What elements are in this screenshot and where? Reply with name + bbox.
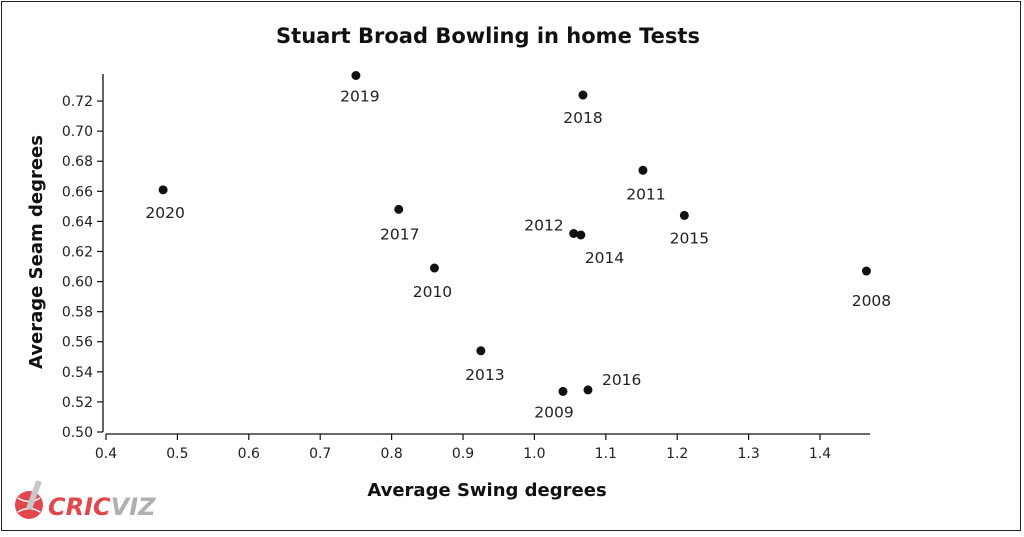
data-point [394, 204, 404, 214]
data-point-label: 2018 [563, 109, 602, 127]
x-tick-label: 0.9 [452, 446, 474, 462]
data-point [476, 346, 486, 356]
x-tick-label: 0.8 [380, 446, 402, 462]
x-tick-label: 1.4 [809, 446, 831, 462]
data-point [429, 263, 439, 273]
ball-bat-icon [15, 480, 43, 519]
data-point [351, 71, 361, 81]
data-point [583, 385, 593, 395]
x-axis-ticks: 0.4 0.5 0.6 0.7 0.8 0.9 1.0 1.1 1.2 1.3 1.4 [95, 434, 831, 462]
y-tick-label: 0.52 [62, 395, 93, 411]
data-point-label: 2008 [852, 292, 891, 310]
data-point [679, 210, 689, 220]
x-tick-label: 1.3 [737, 446, 759, 462]
svg-text:CRICVIZ: CRICVIZ [48, 493, 156, 521]
y-tick-label: 0.58 [62, 305, 93, 321]
data-point-label: 2017 [380, 225, 419, 243]
logo-text-viz: VIZ [111, 493, 157, 521]
data-point-label: 2013 [465, 366, 504, 384]
logo-text-cric: CRIC [48, 493, 111, 521]
y-tick-label: 0.62 [62, 244, 93, 260]
cricviz-logo: CRICVIZ [15, 480, 156, 521]
data-point-label: 2016 [602, 371, 641, 389]
x-tick-label: 0.5 [166, 446, 188, 462]
data-point-label: 2015 [670, 229, 709, 247]
y-tick-label: 0.50 [62, 425, 93, 441]
data-point-label: 2010 [413, 283, 452, 301]
y-axis-label: Average Seam degrees [26, 135, 47, 369]
y-tick-label: 0.56 [62, 335, 93, 351]
x-tick-label: 1.1 [595, 446, 617, 462]
data-point-label: 2012 [524, 216, 563, 234]
data-point [158, 185, 168, 195]
data-point [558, 386, 568, 396]
data-point-label: 2011 [626, 185, 665, 203]
data-point [576, 230, 586, 240]
data-point-label: 2014 [585, 249, 624, 267]
y-tick-label: 0.54 [62, 365, 93, 381]
data-point-label: 2020 [145, 204, 184, 222]
data-point-label: 2019 [340, 88, 379, 106]
chart-title: Stuart Broad Bowling in home Tests [276, 24, 700, 48]
x-tick-label: 1.0 [523, 446, 545, 462]
x-tick-label: 0.7 [309, 446, 331, 462]
y-tick-label: 0.68 [62, 154, 93, 170]
x-tick-label: 0.4 [95, 446, 117, 462]
x-axis-label: Average Swing degrees [367, 480, 606, 501]
x-tick-label: 1.2 [666, 446, 688, 462]
y-tick-label: 0.60 [62, 275, 93, 291]
y-axis-ticks: 0.50 0.52 0.54 0.56 0.58 0.60 0.62 0.64 0.66 0.68… [62, 94, 103, 441]
data-point [861, 266, 871, 276]
data-point [638, 165, 648, 175]
data-point [569, 228, 579, 238]
data-points [158, 71, 871, 396]
data-point-label: 2009 [534, 403, 573, 421]
y-tick-label: 0.64 [62, 214, 93, 230]
y-tick-label: 0.72 [62, 94, 93, 110]
x-tick-label: 0.6 [238, 446, 260, 462]
y-tick-label: 0.66 [62, 184, 93, 200]
y-tick-label: 0.70 [62, 124, 93, 140]
data-point-labels: 2020 2019 2017 2010 2013 2009 2016 2012 2014 2018… [145, 88, 891, 422]
data-point [578, 90, 588, 100]
